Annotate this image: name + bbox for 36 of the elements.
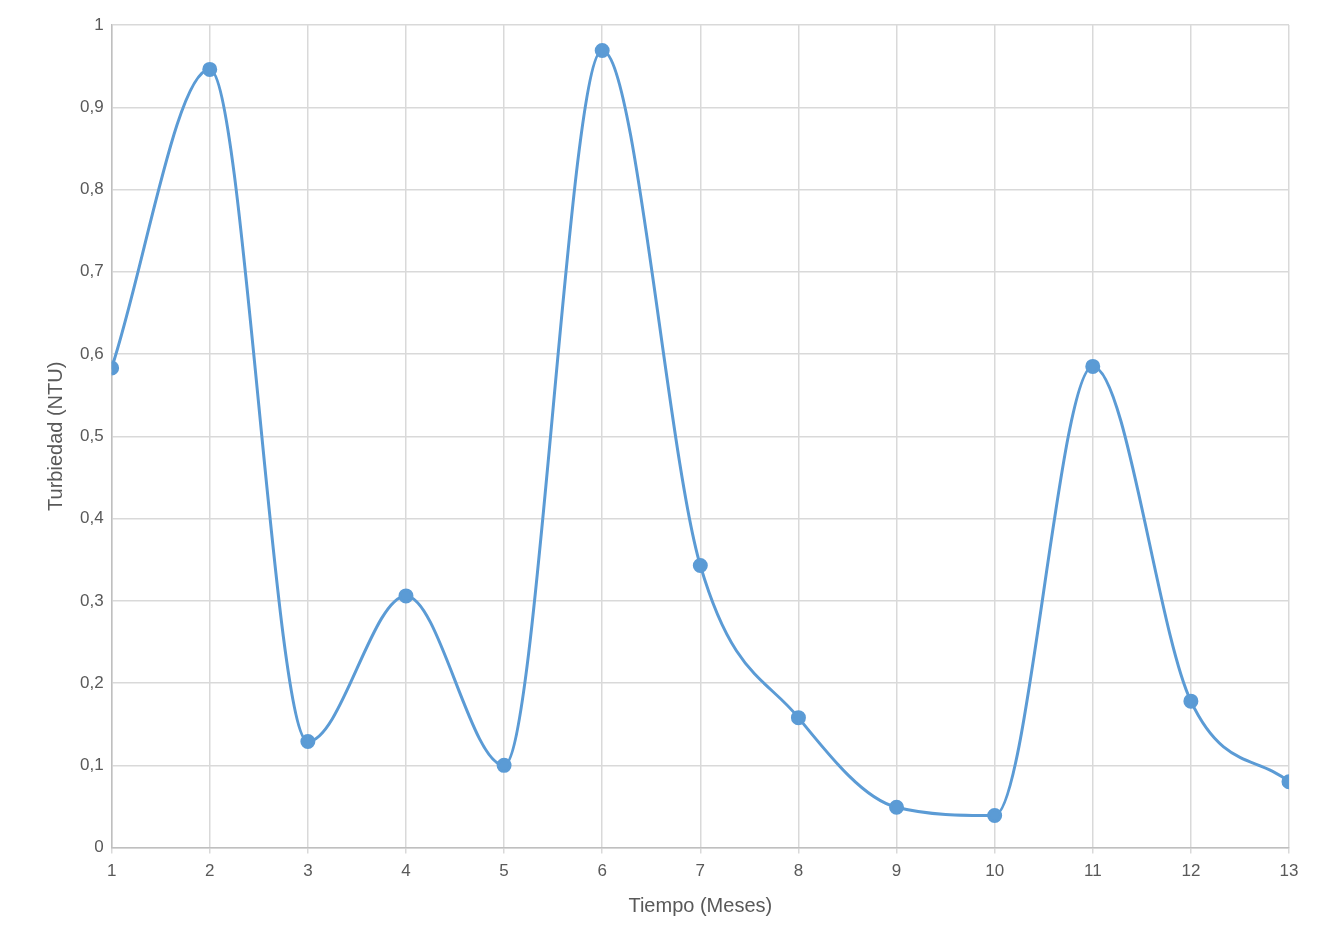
x-axis-title: Tiempo (Meses) [628, 893, 773, 916]
y-tick-label: 0,6 [79, 343, 104, 363]
y-tick-label: 0,5 [79, 425, 104, 445]
x-tick-label: 12 [1181, 861, 1201, 881]
x-tick-label: 10 [985, 861, 1005, 881]
y-tick-label: 1 [94, 14, 104, 34]
x-tick-label: 8 [793, 861, 804, 881]
x-tick-label: 3 [303, 861, 313, 881]
x-tick-label: 7 [695, 861, 706, 881]
y-axis-title: Turbiedad (NTU) [43, 361, 66, 511]
point [987, 808, 1003, 824]
point [692, 557, 708, 573]
x-tick-label: 9 [891, 861, 902, 881]
point [1183, 693, 1199, 709]
point [398, 588, 414, 604]
x-tick-label: 13 [1279, 861, 1299, 881]
x-tick-label: 5 [499, 861, 509, 881]
y-tick-label: 0,8 [79, 179, 104, 199]
point [202, 61, 218, 77]
y-tick-label: 0,7 [79, 261, 104, 281]
y-tick-label: 0,9 [79, 96, 104, 116]
y-tick-label: 0,2 [79, 672, 104, 692]
point [496, 757, 512, 773]
x-tick-label: 6 [597, 861, 607, 881]
point [790, 710, 806, 726]
x-tick-label: 11 [1083, 861, 1102, 881]
y-tick-label: 0,3 [79, 590, 104, 610]
point [300, 733, 316, 749]
y-tick-label: 0 [94, 837, 104, 857]
point [1085, 358, 1101, 374]
point [594, 43, 610, 58]
y-tick-label: 0,4 [79, 508, 104, 528]
x-tick-label: 2 [205, 861, 215, 881]
point [889, 799, 905, 815]
y-tick-label: 0,1 [79, 755, 104, 775]
x-tick-label: 4 [401, 861, 411, 881]
